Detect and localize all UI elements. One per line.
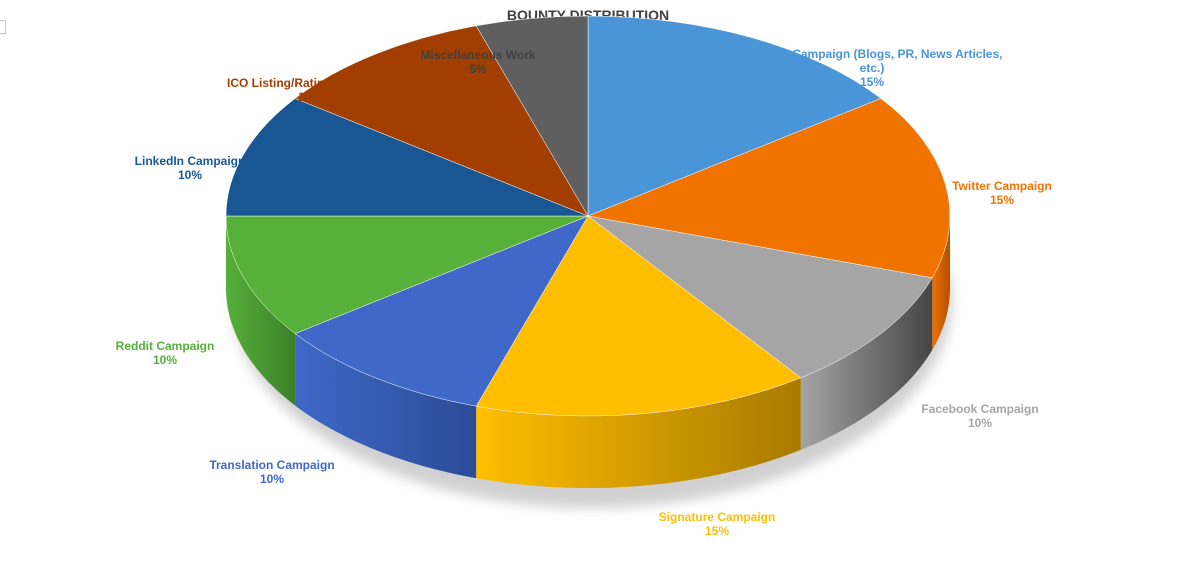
slice-facebook-campaign[interactable]: [587, 215, 933, 379]
data-label-facebook-campaign: Facebook Campaign 10%: [921, 402, 1038, 430]
slice-side-reddit-campaign: [226, 216, 296, 406]
slice-miscellaneous-work[interactable]: [475, 15, 589, 217]
pie-top: [225, 15, 951, 417]
slice-side-facebook-campaign: [800, 277, 933, 450]
slice-labels: Creative Campaign (Blogs, PR, News Artic…: [116, 47, 1052, 538]
slice-signature-campaign[interactable]: [475, 215, 802, 417]
data-label-reddit-campaign: Reddit Campaign 10%: [116, 339, 215, 367]
slice-reddit-campaign[interactable]: [225, 215, 589, 334]
slice-side-twitter-campaign: [932, 216, 950, 350]
data-label-creative-campaign-blogs-pr-news-articles: Creative Campaign (Blogs, PR, News Artic…: [742, 47, 1003, 89]
slice-creative-campaign-blogs-pr-news-articles[interactable]: [587, 15, 882, 217]
data-label-linkedin-campaign: LinkedIn Campaign 10%: [135, 154, 246, 182]
data-label-miscellaneous-work: Miscellaneous Work 5%: [420, 48, 535, 76]
data-label-signature-campaign: Signature Campaign 15%: [659, 510, 776, 538]
slice-twitter-campaign[interactable]: [587, 98, 951, 279]
data-label-twitter-campaign: Twitter Campaign 15%: [952, 179, 1052, 207]
slice-ico-listing-rating-campaign[interactable]: [294, 25, 589, 217]
slice-translation-campaign[interactable]: [294, 215, 589, 407]
pie-sides: [226, 216, 950, 488]
slice-side-translation-campaign: [295, 333, 477, 479]
slice-linkedin-campaign[interactable]: [225, 98, 589, 217]
resize-handle[interactable]: [0, 20, 6, 34]
data-label-translation-campaign: Translation Campaign 10%: [209, 458, 334, 486]
slice-side-signature-campaign: [476, 377, 801, 488]
data-label-ico-listing-rating-campaign: ICO Listing/Rating Campaign 10%: [227, 76, 393, 104]
